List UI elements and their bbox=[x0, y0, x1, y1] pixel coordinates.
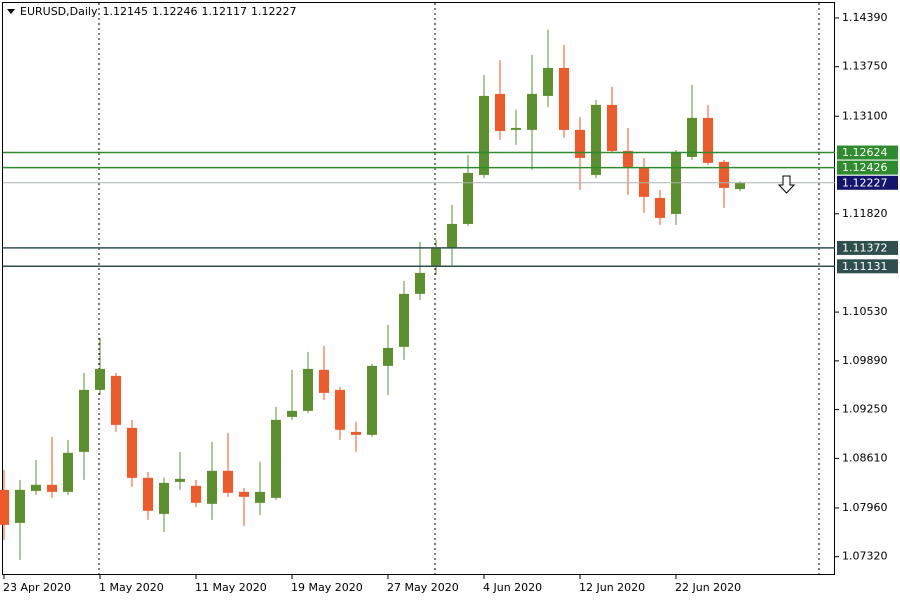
candle-body bbox=[623, 150, 633, 168]
candle-body bbox=[559, 67, 569, 130]
price-label: 1.11372 bbox=[842, 241, 888, 254]
x-tick-label: 27 May 2020 bbox=[387, 581, 459, 594]
candle-body bbox=[511, 127, 521, 130]
candle-body bbox=[207, 470, 217, 504]
price-label: 1.12426 bbox=[842, 161, 888, 174]
candle-body bbox=[527, 93, 537, 130]
x-tick-label: 22 Jun 2020 bbox=[675, 581, 741, 594]
candle-body bbox=[687, 117, 697, 157]
price-label-box bbox=[837, 160, 898, 175]
y-tick-label: 1.07960 bbox=[842, 501, 888, 514]
candle-body bbox=[271, 419, 281, 498]
menu-triangle bbox=[7, 9, 15, 14]
header-close: 1.12227 bbox=[251, 5, 297, 18]
candle-body bbox=[607, 104, 617, 151]
candle-body bbox=[335, 389, 345, 430]
chart-header: EURUSD,Daily 1.12145 1.12246 1.12117 1.12227 bbox=[20, 5, 296, 18]
symbol: EURUSD,Daily bbox=[20, 5, 98, 18]
candle-body bbox=[95, 368, 105, 390]
candle-body bbox=[63, 452, 73, 492]
price-label-box bbox=[837, 145, 898, 160]
candle-body bbox=[255, 491, 265, 503]
candle-body bbox=[143, 477, 153, 511]
price-label-box bbox=[837, 259, 898, 274]
y-tick-label: 1.09250 bbox=[842, 403, 888, 416]
price-label-box bbox=[837, 240, 898, 255]
x-tick-label: 11 May 2020 bbox=[195, 581, 267, 594]
candle-body bbox=[0, 489, 9, 525]
candle-body bbox=[447, 223, 457, 248]
header-low: 1.12117 bbox=[201, 5, 247, 18]
candle-body bbox=[719, 161, 729, 188]
candle-body bbox=[47, 484, 57, 492]
header-open: 1.12145 bbox=[102, 5, 148, 18]
candle-body bbox=[31, 484, 41, 491]
y-tick-label: 1.08610 bbox=[842, 451, 888, 464]
candle-body bbox=[111, 375, 121, 425]
y-tick-label: 1.13100 bbox=[842, 109, 888, 122]
y-tick-label: 1.14390 bbox=[842, 11, 888, 24]
x-tick-label: 1 May 2020 bbox=[99, 581, 164, 594]
y-tick-label: 1.13750 bbox=[842, 60, 888, 73]
y-tick-label: 1.10530 bbox=[842, 305, 888, 318]
candle-body bbox=[543, 67, 553, 96]
price-label: 1.12624 bbox=[842, 146, 888, 159]
candle-body bbox=[351, 431, 361, 435]
candle-body bbox=[399, 293, 409, 347]
candle-body bbox=[479, 95, 489, 175]
candle-body bbox=[735, 182, 745, 190]
sell-arrow bbox=[777, 175, 796, 194]
y-tick-label: 1.11820 bbox=[842, 207, 888, 220]
candle-body bbox=[655, 197, 665, 218]
candle-body bbox=[239, 491, 249, 497]
price-label: 1.11131 bbox=[842, 260, 888, 273]
candle-body bbox=[591, 104, 601, 175]
candle-body bbox=[367, 365, 377, 435]
candle-body bbox=[431, 247, 441, 267]
candle-body bbox=[495, 93, 505, 131]
x-tick-label: 12 Jun 2020 bbox=[579, 581, 645, 594]
candle-body bbox=[175, 478, 185, 482]
y-tick-label: 1.09890 bbox=[842, 354, 888, 367]
price-label: 1.12227 bbox=[842, 176, 888, 189]
plot-frame bbox=[2, 2, 835, 575]
candle-body bbox=[415, 272, 425, 294]
candle-body bbox=[703, 117, 713, 163]
candle-body bbox=[15, 489, 25, 523]
x-tick-label: 23 Apr 2020 bbox=[3, 581, 71, 594]
candle-body bbox=[463, 172, 473, 224]
price-axis: 1.14390 1.13750 1.13100 1.11820 1.10530 1.098… bbox=[835, 11, 898, 563]
x-tick-label: 4 Jun 2020 bbox=[483, 581, 542, 594]
candle-body bbox=[159, 482, 169, 514]
candle-body bbox=[223, 470, 233, 493]
candle-body bbox=[303, 368, 313, 411]
candle-body bbox=[79, 389, 89, 452]
candle-body bbox=[287, 410, 297, 417]
header-high: 1.12246 bbox=[152, 5, 198, 18]
candle-body bbox=[319, 369, 329, 393]
candle-body bbox=[383, 347, 393, 366]
candle-body bbox=[127, 427, 137, 478]
candle-body bbox=[191, 485, 201, 503]
price-label-box bbox=[837, 175, 898, 190]
candle-body bbox=[575, 129, 585, 158]
plot-area bbox=[0, 29, 835, 560]
x-tick-label: 19 May 2020 bbox=[291, 581, 363, 594]
y-tick-label: 1.07320 bbox=[842, 550, 888, 563]
